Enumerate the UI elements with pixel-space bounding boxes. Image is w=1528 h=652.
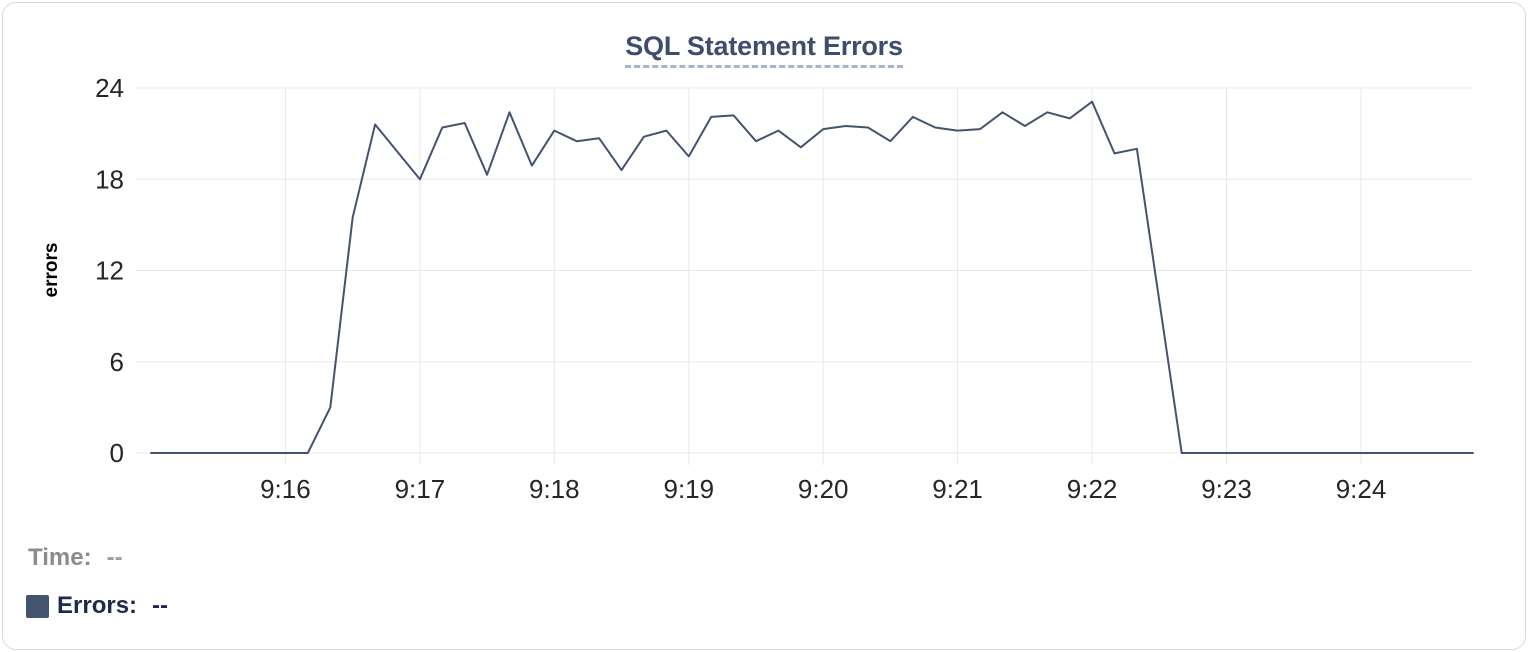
- y-tick-label: 24: [95, 73, 124, 103]
- x-tick-label: 9:24: [1336, 474, 1387, 504]
- chart-header: SQL Statement Errors: [3, 31, 1525, 68]
- x-tick-label: 9:16: [260, 474, 311, 504]
- x-tick-label: 9:18: [529, 474, 580, 504]
- x-tick-label: 9:19: [663, 474, 714, 504]
- legend-time-value: --: [106, 544, 123, 571]
- x-tick-label: 9:22: [1067, 474, 1118, 504]
- y-tick-label: 12: [95, 256, 124, 286]
- legend-errors-row: Errors: --: [26, 592, 168, 620]
- errors-series-line: [150, 100, 1474, 454]
- x-tick-label: 9:21: [932, 474, 983, 504]
- x-tick-label: 9:20: [798, 474, 849, 504]
- legend-time-row: Time: --: [28, 544, 123, 572]
- y-tick-label: 6: [110, 347, 124, 377]
- legend-errors-label: Errors:: [57, 592, 138, 619]
- legend-time-label: Time:: [28, 544, 92, 571]
- legend-errors-value: --: [152, 592, 169, 619]
- chart-title[interactable]: SQL Statement Errors: [625, 31, 903, 68]
- chart-canvas[interactable]: 0 6 12 18 24 9:16 9:17 9:18 9:19 9:20 9:21 9:22 9:23…: [3, 3, 1528, 518]
- y-tick-label: 0: [110, 438, 124, 468]
- y-tick-label: 18: [95, 164, 124, 194]
- x-tick-label: 9:17: [395, 474, 446, 504]
- errors-series-swatch: [26, 594, 49, 618]
- x-tick-label: 9:23: [1201, 474, 1252, 504]
- y-axis-label: errors: [41, 242, 62, 298]
